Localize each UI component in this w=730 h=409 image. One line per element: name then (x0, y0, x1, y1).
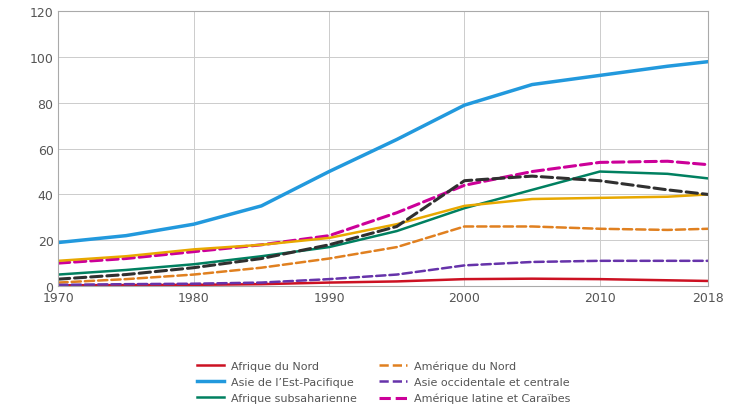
Legend: Afrique du Nord, Asie de l’Est-Pacifique, Afrique subsaharienne, Asie du Sud, Am: Afrique du Nord, Asie de l’Est-Pacifique… (196, 360, 570, 409)
